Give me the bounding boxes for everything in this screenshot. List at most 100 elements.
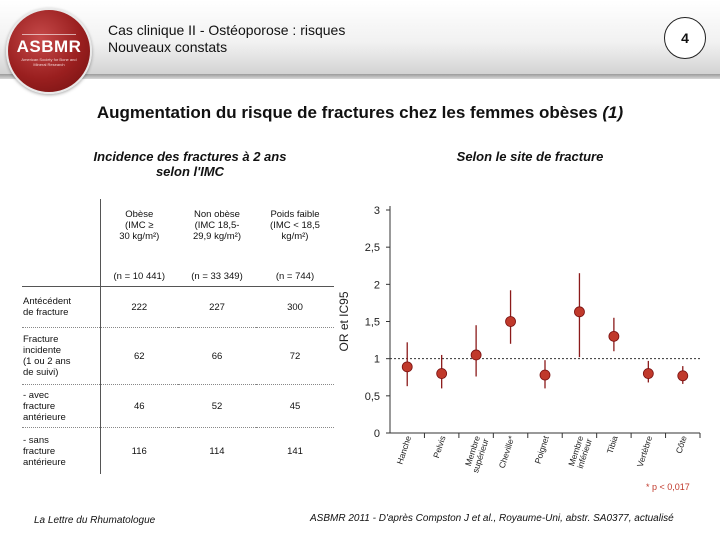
row-label: - sans fracture antérieure [22, 427, 101, 474]
table-row: Antécédent de fracture 222 227 300 [22, 286, 334, 328]
column-header-line: Poids faible [270, 209, 320, 220]
table-cell: 46 [100, 384, 178, 428]
table-row: Fracture incidente (1 ou 2 ans de suivi)… [22, 327, 334, 385]
row-label-line: incidente [23, 345, 62, 356]
table-header-row: Obèse (IMC ≥ 30 kg/m²) Non obèse (IMC 18… [22, 199, 334, 287]
column-header-line: kg/m²) [281, 231, 309, 242]
column-header-line: Non obèse [194, 209, 240, 220]
logo-rule [22, 34, 76, 35]
significance-footnote: * p < 0,017 [646, 482, 690, 492]
category-label-line: Côte [674, 434, 689, 454]
asbmr-logo: ASBMR American Society for Bone and Mine… [6, 8, 92, 94]
table-cell: 222 [100, 286, 178, 328]
fracture-incidence-table: Obèse (IMC ≥ 30 kg/m²) Non obèse (IMC 18… [22, 199, 334, 474]
y-tick-label: 1 [374, 354, 380, 366]
estimate-point [608, 330, 620, 342]
category-label-line: Hanche [395, 434, 414, 465]
fracture-site-chart: 0 0,5 1 1,5 2 2,5 3 OR et IC95 Hanche Pelvis Membr… [337, 205, 701, 474]
table-row: - sans fracture antérieure 116 114 141 [22, 427, 334, 474]
table-cell: 116 [131, 445, 147, 457]
estimate-point [436, 368, 448, 379]
column-header-line: (IMC ≥ [125, 220, 154, 231]
table-cell: 52 [178, 384, 256, 428]
main-title-reference: (1) [602, 103, 624, 122]
row-label-line: Antécédent [23, 296, 72, 307]
header-divider [0, 74, 720, 79]
table-cell: 62 [100, 327, 178, 385]
y-tick-label: 2,5 [365, 242, 380, 254]
estimate-point [642, 368, 654, 379]
category-label-line: Cheville* [497, 434, 517, 470]
page-number-badge: 4 [664, 17, 706, 59]
column-header-line: (IMC < 18,5 [270, 220, 320, 231]
table-cell: 114 [209, 445, 225, 457]
header-title-line1: Cas clinique II - Ostéoporose : risques [108, 22, 346, 38]
row-label-line: antérieure [23, 411, 66, 423]
right-section-heading: Selon le site de fracture [456, 149, 604, 164]
footer-reference: ASBMR 2011 - D'après Compston J et al., … [310, 513, 674, 524]
category-label-line: Tibia [605, 434, 620, 455]
header-title-line2: Nouveaux constats [108, 39, 228, 55]
estimate-point [401, 361, 413, 373]
column-header-line: Obèse [125, 209, 154, 220]
table-cell: 141 [287, 445, 303, 457]
table-row: - avec fracture antérieure 46 52 45 [22, 384, 334, 428]
row-label-line: fracture [23, 400, 56, 412]
slide-header [0, 0, 720, 78]
column-header: Obèse (IMC ≥ 30 kg/m²) [100, 199, 178, 266]
category-label-line: Pelvis [431, 435, 448, 460]
table-corner-cell [22, 199, 101, 287]
left-section-heading: Incidence des fractures à 2 ans selon l'… [60, 149, 320, 179]
row-label: - avec fracture antérieure [22, 384, 101, 428]
category-label-line: Poignet [532, 434, 551, 465]
row-label-line: de fracture [23, 307, 69, 318]
row-label: Antécédent de fracture [22, 286, 101, 328]
logo-text: ASBMR [16, 37, 82, 56]
chart-marks [401, 273, 689, 389]
category-label: Côte [674, 434, 689, 454]
table-cell: 227 [178, 286, 256, 328]
logo-subtext: American Society for Bone and Mineral Re… [21, 57, 77, 67]
y-tick-label: 1,5 [365, 317, 380, 329]
row-label-line: (1 ou 2 ans [23, 356, 71, 367]
table-cell: 66 [178, 327, 256, 385]
estimate-point [574, 306, 585, 318]
estimate-point [677, 370, 689, 382]
main-title: Augmentation du risque de fractures chez… [0, 103, 720, 123]
estimate-point [505, 316, 516, 327]
left-heading-line2: selon l'IMC [155, 164, 225, 179]
table-cell: 300 [256, 286, 334, 328]
sample-size-cell: (n = 744) [256, 266, 334, 287]
table-cell: 45 [256, 384, 334, 428]
category-label-line: Vertèbre [635, 434, 655, 468]
column-header-line: (IMC 18,5- [194, 220, 240, 231]
row-label-line: Fracture [23, 334, 59, 345]
sample-size-cell: (n = 33 349) [178, 266, 256, 287]
category-label: Cheville* [497, 434, 517, 470]
header-title: Cas clinique II - Ostéoporose : risques … [108, 22, 508, 56]
column-header-line: 30 kg/m²) [119, 231, 160, 242]
row-label-line: - sans [23, 434, 49, 446]
row-label-line: - avec [23, 389, 49, 401]
y-tick-label: 0 [374, 428, 380, 440]
sample-size-cell: (n = 10 441) [100, 266, 178, 287]
column-header-line: 29,9 kg/m²) [192, 231, 242, 242]
y-axis-label: OR et IC95 [337, 291, 351, 351]
category-label: Tibia [605, 434, 620, 455]
y-tick-label: 3 [374, 205, 380, 217]
column-header: Non obèse (IMC 18,5- 29,9 kg/m²) [178, 199, 256, 266]
y-tick-label: 0,5 [365, 391, 380, 403]
footer-source-journal: La Lettre du Rhumatologue [34, 515, 156, 526]
table-sample-size-row: (n = 10 441) (n = 33 349) (n = 744) [22, 266, 334, 287]
estimate-point [470, 349, 482, 361]
main-title-text: Augmentation du risque de fractures chez… [96, 103, 598, 122]
left-heading-line1: Incidence des fractures à 2 ans [93, 149, 287, 164]
chart-axes: 0 0,5 1 1,5 2 2,5 3 OR et IC95 Hanche Pelvis Membr… [337, 205, 701, 474]
row-label-line: antérieure [23, 456, 66, 468]
column-header: Poids faible (IMC < 18,5 kg/m²) [256, 199, 334, 266]
row-label-line: fracture [23, 445, 56, 457]
category-label: Poignet [532, 434, 551, 465]
category-label: Hanche [395, 434, 414, 465]
